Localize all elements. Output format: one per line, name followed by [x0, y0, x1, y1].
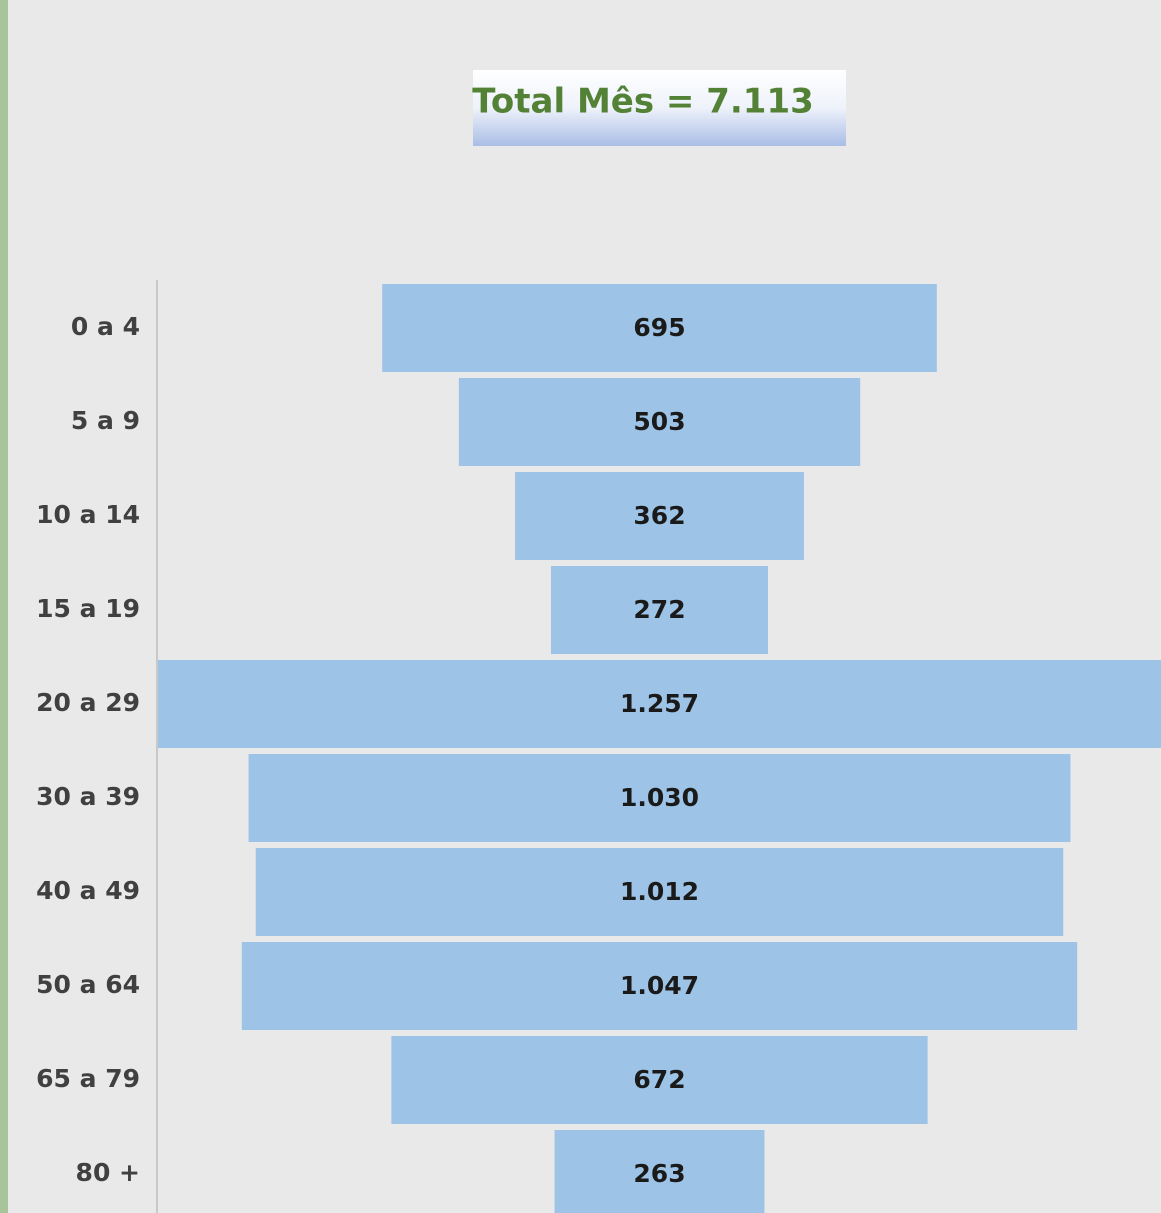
category-label: 20 a 29: [36, 688, 140, 717]
value-label: 1.047: [620, 971, 699, 1000]
value-label: 272: [633, 595, 685, 624]
value-label: 503: [633, 407, 685, 436]
chart: Total Mês = 7.113 0 a 4 695 5 a 9 503 10 a 1…: [0, 0, 1161, 1213]
category-label: 15 a 19: [36, 594, 140, 623]
value-label: 1.012: [620, 877, 699, 906]
category-label: 65 a 79: [36, 1064, 140, 1093]
value-label: 1.257: [620, 689, 699, 718]
value-label: 362: [633, 501, 685, 530]
side-strip: [0, 0, 8, 1213]
category-label: 10 a 14: [36, 500, 140, 529]
category-label: 0 a 4: [71, 312, 140, 341]
category-label: 5 a 9: [71, 406, 140, 435]
chart-title: Total Mês = 7.113: [472, 82, 814, 122]
category-label: 40 a 49: [36, 876, 140, 905]
value-label: 672: [633, 1065, 685, 1094]
category-label: 80 +: [76, 1158, 140, 1187]
value-label: 1.030: [620, 783, 699, 812]
value-label: 695: [633, 313, 685, 342]
category-label: 30 a 39: [36, 782, 140, 811]
value-label: 263: [633, 1159, 685, 1188]
category-label: 50 a 64: [36, 970, 140, 999]
